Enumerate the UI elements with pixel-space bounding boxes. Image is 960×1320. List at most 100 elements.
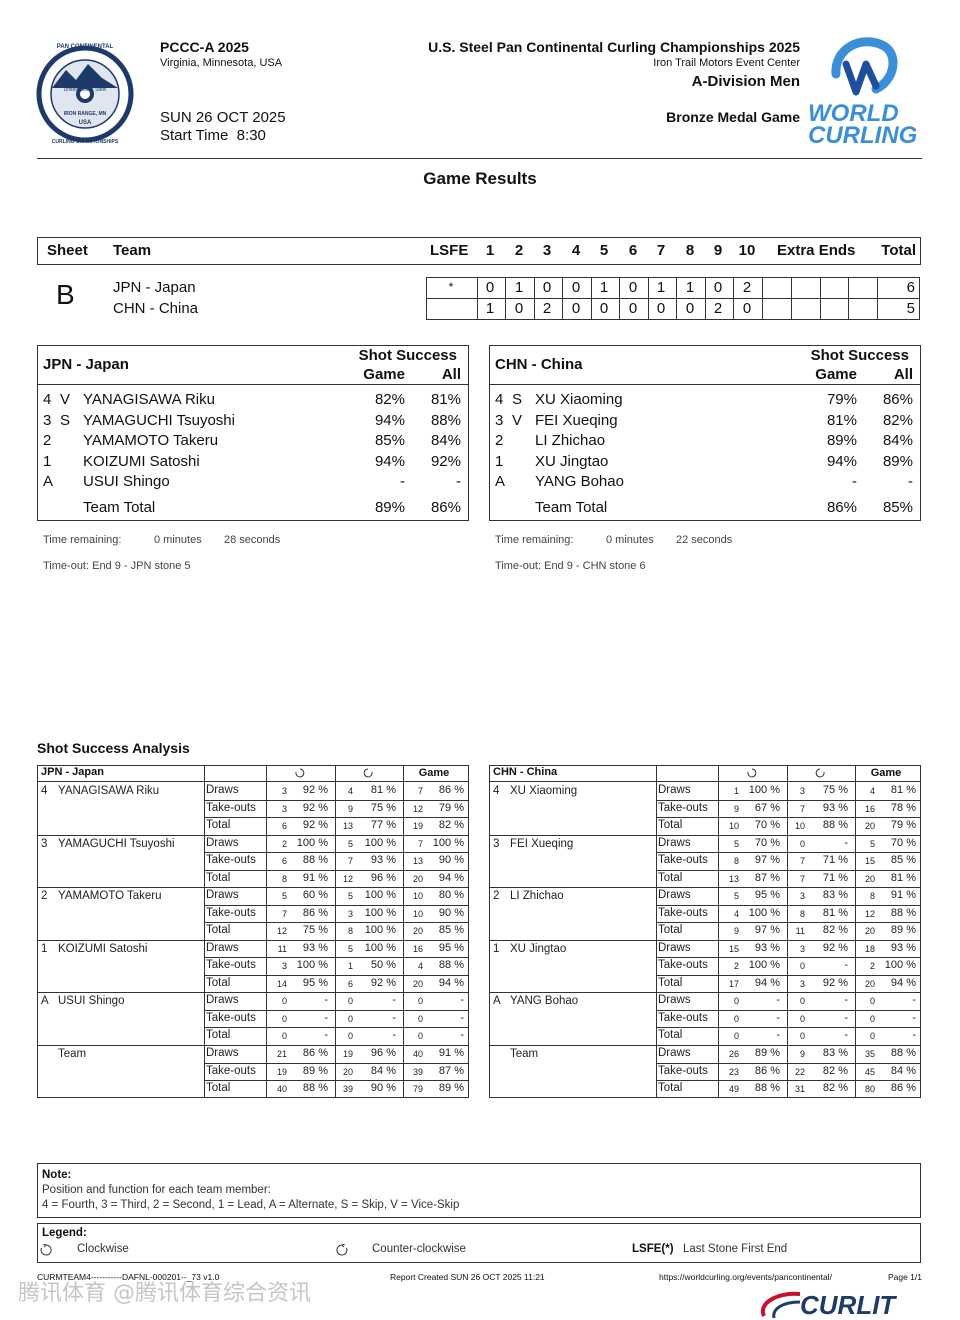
count: 0: [347, 1013, 353, 1024]
all-pct: 81%: [430, 391, 461, 408]
game-pct: 94%: [374, 452, 405, 470]
shot-type: Total: [658, 924, 683, 937]
count: 11: [795, 926, 805, 937]
column-header: Team: [113, 242, 152, 259]
count: 21: [276, 1049, 287, 1059]
count: 0: [869, 996, 875, 1007]
rule: [648, 298, 649, 319]
shot-type: Take-outs: [206, 801, 256, 814]
count: 3: [799, 978, 805, 989]
count: 20: [412, 873, 423, 884]
shot-type: Draws: [658, 836, 691, 849]
percent: -: [844, 994, 848, 1007]
player-name: USUI Shingo: [58, 995, 125, 1008]
shot-type: Draws: [206, 889, 239, 902]
rule: [619, 277, 620, 298]
percent: 93 %: [822, 801, 848, 814]
position: 1: [495, 452, 504, 470]
all-pct: 84%: [882, 432, 913, 450]
team-name: JPN - Japan: [113, 279, 196, 296]
percent: 92 %: [302, 801, 328, 814]
position: 2: [41, 890, 48, 903]
end-score: 0: [514, 300, 524, 317]
percent: 85 %: [890, 854, 916, 867]
rule: [489, 887, 921, 889]
column-header: Sheet: [47, 242, 88, 259]
percent: 100 %: [748, 784, 780, 796]
percent: 60 %: [302, 889, 328, 902]
event-code: PCCC-A 2025: [160, 39, 249, 55]
position: A: [41, 995, 49, 1008]
percent: 89 %: [438, 1082, 464, 1094]
all-pct: 85%: [882, 499, 913, 516]
percent: 71 %: [822, 854, 848, 867]
end-score: 0: [713, 279, 723, 296]
rule: [848, 298, 849, 319]
rule: [204, 799, 469, 801]
count: 20: [864, 978, 875, 989]
all-pct: -: [908, 473, 913, 491]
game-pct: 89%: [374, 499, 405, 516]
end-score: 1: [656, 279, 666, 296]
count: 4: [869, 786, 875, 796]
shot-type: Take-outs: [658, 1064, 708, 1077]
count: 8: [869, 891, 875, 902]
rule: [204, 1062, 469, 1064]
rule: [705, 298, 706, 319]
count: 3: [799, 786, 805, 796]
percent: 86 %: [302, 1047, 328, 1059]
rule: [335, 765, 336, 1098]
venue: Iron Trail Motors Event Center: [653, 57, 800, 69]
count: 0: [347, 1031, 353, 1042]
rule: [656, 1062, 921, 1064]
player-name: YAMAGUCHI Tsuyoshi: [83, 411, 235, 429]
percent: -: [912, 1011, 916, 1024]
end-score: 0: [485, 279, 495, 296]
game-name: Bronze Medal Game: [666, 109, 800, 125]
count: 4: [347, 786, 353, 796]
column-header: Total: [881, 242, 916, 259]
percent: -: [392, 1029, 396, 1042]
count: 17: [728, 978, 739, 989]
shot-type: Draws: [206, 994, 239, 1007]
end-score: 0: [685, 300, 695, 317]
sheet: B: [56, 279, 75, 310]
game-pct: 86%: [826, 499, 857, 516]
count: 0: [733, 996, 739, 1007]
all-pct: -: [456, 473, 461, 491]
team-name: CHN - China: [113, 300, 199, 317]
lsfe-mark: *: [448, 280, 454, 294]
rule: [477, 277, 478, 298]
percent: 100 %: [296, 836, 328, 849]
rule: [656, 1080, 921, 1081]
location: Virginia, Minnesota, USA: [160, 57, 283, 69]
team-header: JPN - Japan: [41, 766, 104, 778]
rule: [37, 1045, 469, 1046]
rule: [656, 974, 921, 976]
counter-clockwise-icon: [336, 1244, 348, 1256]
percent: -: [460, 1011, 464, 1024]
count: 0: [799, 961, 805, 972]
shot-type: Take-outs: [206, 854, 256, 867]
shot-type: Draws: [206, 941, 239, 954]
percent: -: [324, 1011, 328, 1024]
percent: 85 %: [438, 924, 464, 937]
column-header: Shot Success: [358, 347, 457, 364]
rule: [204, 852, 469, 854]
legend-text: Last Stone First End: [683, 1243, 788, 1255]
percent: 70 %: [890, 836, 916, 849]
team-label: Team: [58, 1048, 87, 1060]
count: 0: [869, 1031, 875, 1042]
column-header: 4: [571, 242, 581, 259]
count: 10: [412, 891, 423, 902]
shot-type: Total: [206, 1029, 231, 1042]
percent: 97 %: [754, 924, 780, 937]
count: 13: [728, 873, 739, 884]
rule: [266, 765, 267, 1098]
count: 0: [799, 1013, 805, 1024]
rule: [204, 922, 469, 924]
all-pct: 86%: [430, 499, 461, 516]
shot-type: Take-outs: [658, 1011, 708, 1024]
box: [489, 765, 921, 1098]
rule: [718, 765, 719, 1098]
